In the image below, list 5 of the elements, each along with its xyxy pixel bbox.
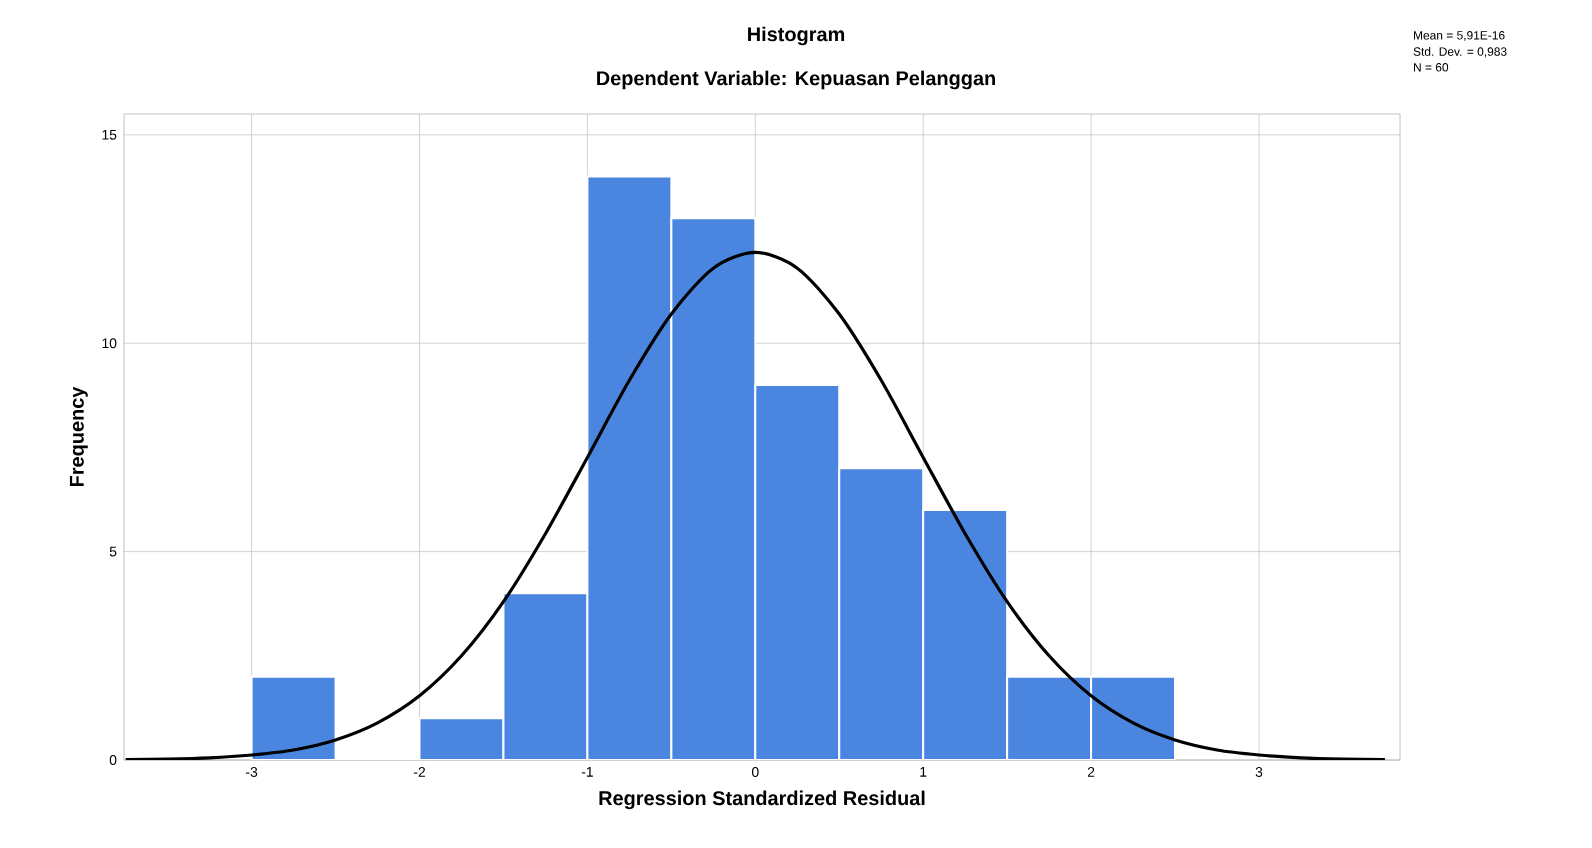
x-axis-title: Regression Standardized Residual: [599, 790, 925, 810]
y-axis-title: Frequency: [69, 386, 88, 487]
chart-title: Histogram: [748, 26, 845, 46]
line-series: [124, 250, 1387, 760]
chart-subtitle: Dependent Variable: Kepuasan Pelanggan: [597, 70, 995, 90]
